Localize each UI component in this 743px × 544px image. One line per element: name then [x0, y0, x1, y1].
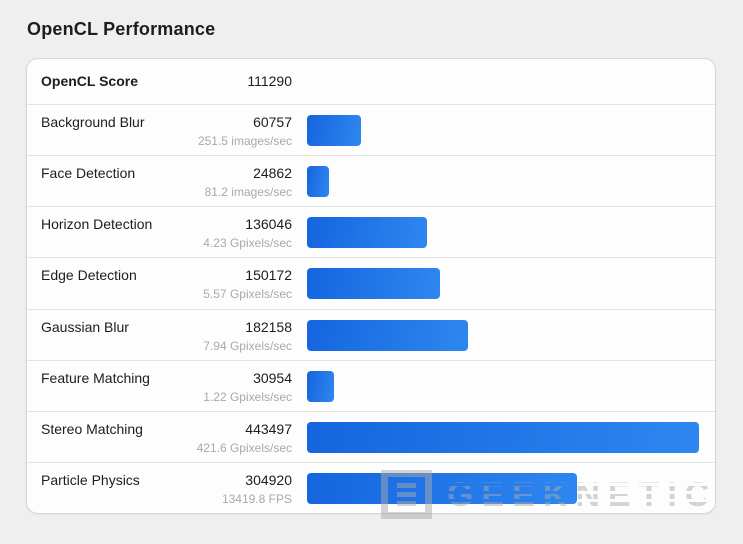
- benchmark-label: Edge Detection: [41, 267, 137, 284]
- benchmark-rate: 81.2 images/sec: [204, 185, 292, 200]
- benchmark-score: 304920: [245, 471, 292, 488]
- benchmark-row: Face Detection 24862 81.2 images/sec: [27, 155, 715, 206]
- benchmark-rate: 4.23 Gpixels/sec: [203, 236, 292, 251]
- benchmark-rate: 5.57 Gpixels/sec: [203, 287, 292, 302]
- benchmark-values: 136046 4.23 Gpixels/sec: [27, 216, 292, 250]
- score-header-row: OpenCL Score 111290: [27, 59, 715, 104]
- bar-area: [307, 472, 699, 504]
- benchmark-values: 24862 81.2 images/sec: [27, 165, 292, 199]
- benchmark-score: 182158: [245, 318, 292, 335]
- benchmark-values: 150172 5.57 Gpixels/sec: [27, 267, 292, 301]
- benchmark-row: Background Blur 60757 251.5 images/sec: [27, 104, 715, 155]
- bar-area: [307, 268, 699, 300]
- score-bar: [307, 217, 428, 249]
- page-title: OpenCL Performance: [27, 19, 216, 39]
- benchmark-row: Stereo Matching 443497 421.6 Gpixels/sec: [27, 410, 715, 462]
- benchmark-row: Particle Physics 304920 13419.8 FPS: [27, 461, 715, 513]
- benchmark-values: 60757 251.5 images/sec: [27, 114, 292, 148]
- benchmark-rate: 1.22 Gpixels/sec: [203, 389, 292, 404]
- benchmark-rate: 7.94 Gpixels/sec: [203, 338, 292, 353]
- benchmark-values: 182158 7.94 Gpixels/sec: [27, 319, 292, 353]
- benchmark-label: Particle Physics: [41, 471, 140, 488]
- score-bar: [307, 115, 361, 146]
- bar-area: [307, 370, 699, 402]
- benchmark-label: Horizon Detection: [41, 216, 153, 233]
- score-bar: [307, 319, 468, 351]
- benchmark-row: Edge Detection 150172 5.57 Gpixels/sec: [27, 257, 715, 308]
- benchmark-row: Horizon Detection 136046 4.23 Gpixels/sec: [27, 206, 715, 257]
- score-bar: [307, 472, 577, 504]
- benchmark-score: 443497: [245, 420, 292, 437]
- benchmark-label: Stereo Matching: [41, 420, 143, 437]
- bar-area: [307, 115, 699, 146]
- benchmark-label: Face Detection: [41, 165, 136, 182]
- score-bar: [307, 268, 440, 300]
- benchmark-score: 136046: [245, 216, 292, 233]
- benchmark-score: 60757: [253, 114, 292, 130]
- benchmark-rate: 13419.8 FPS: [221, 491, 292, 506]
- benchmark-values: 30954 1.22 Gpixels/sec: [27, 370, 292, 404]
- score-bar: [307, 421, 699, 453]
- benchmark-rows: Background Blur 60757 251.5 images/sec Face…: [27, 104, 715, 513]
- bar-area: [307, 319, 699, 351]
- score-bar: [307, 166, 329, 198]
- bar-area: [307, 166, 699, 198]
- benchmark-row: Feature Matching 30954 1.22 Gpixels/sec: [27, 359, 715, 411]
- bar-area: [307, 421, 699, 453]
- benchmark-values: 443497 421.6 Gpixels/sec: [27, 421, 292, 455]
- score-label: OpenCL Score: [41, 73, 138, 89]
- score-bar: [307, 370, 335, 402]
- benchmark-card: OpenCL Score 111290 Background Blur 60757…: [26, 58, 716, 514]
- bar-area: [307, 217, 699, 249]
- benchmark-score: 150172: [245, 267, 292, 284]
- benchmark-score: 30954: [253, 369, 292, 386]
- benchmark-row: Gaussian Blur 182158 7.94 Gpixels/sec: [27, 308, 715, 360]
- benchmark-label: Background Blur: [41, 114, 145, 130]
- score-value: 111290: [247, 73, 292, 89]
- benchmark-score: 24862: [253, 165, 292, 182]
- benchmark-label: Feature Matching: [41, 369, 150, 386]
- benchmark-rate: 251.5 images/sec: [197, 134, 292, 148]
- benchmark-values: 304920 13419.8 FPS: [27, 472, 292, 506]
- benchmark-rate: 421.6 Gpixels/sec: [196, 440, 292, 455]
- benchmark-label: Gaussian Blur: [41, 318, 129, 335]
